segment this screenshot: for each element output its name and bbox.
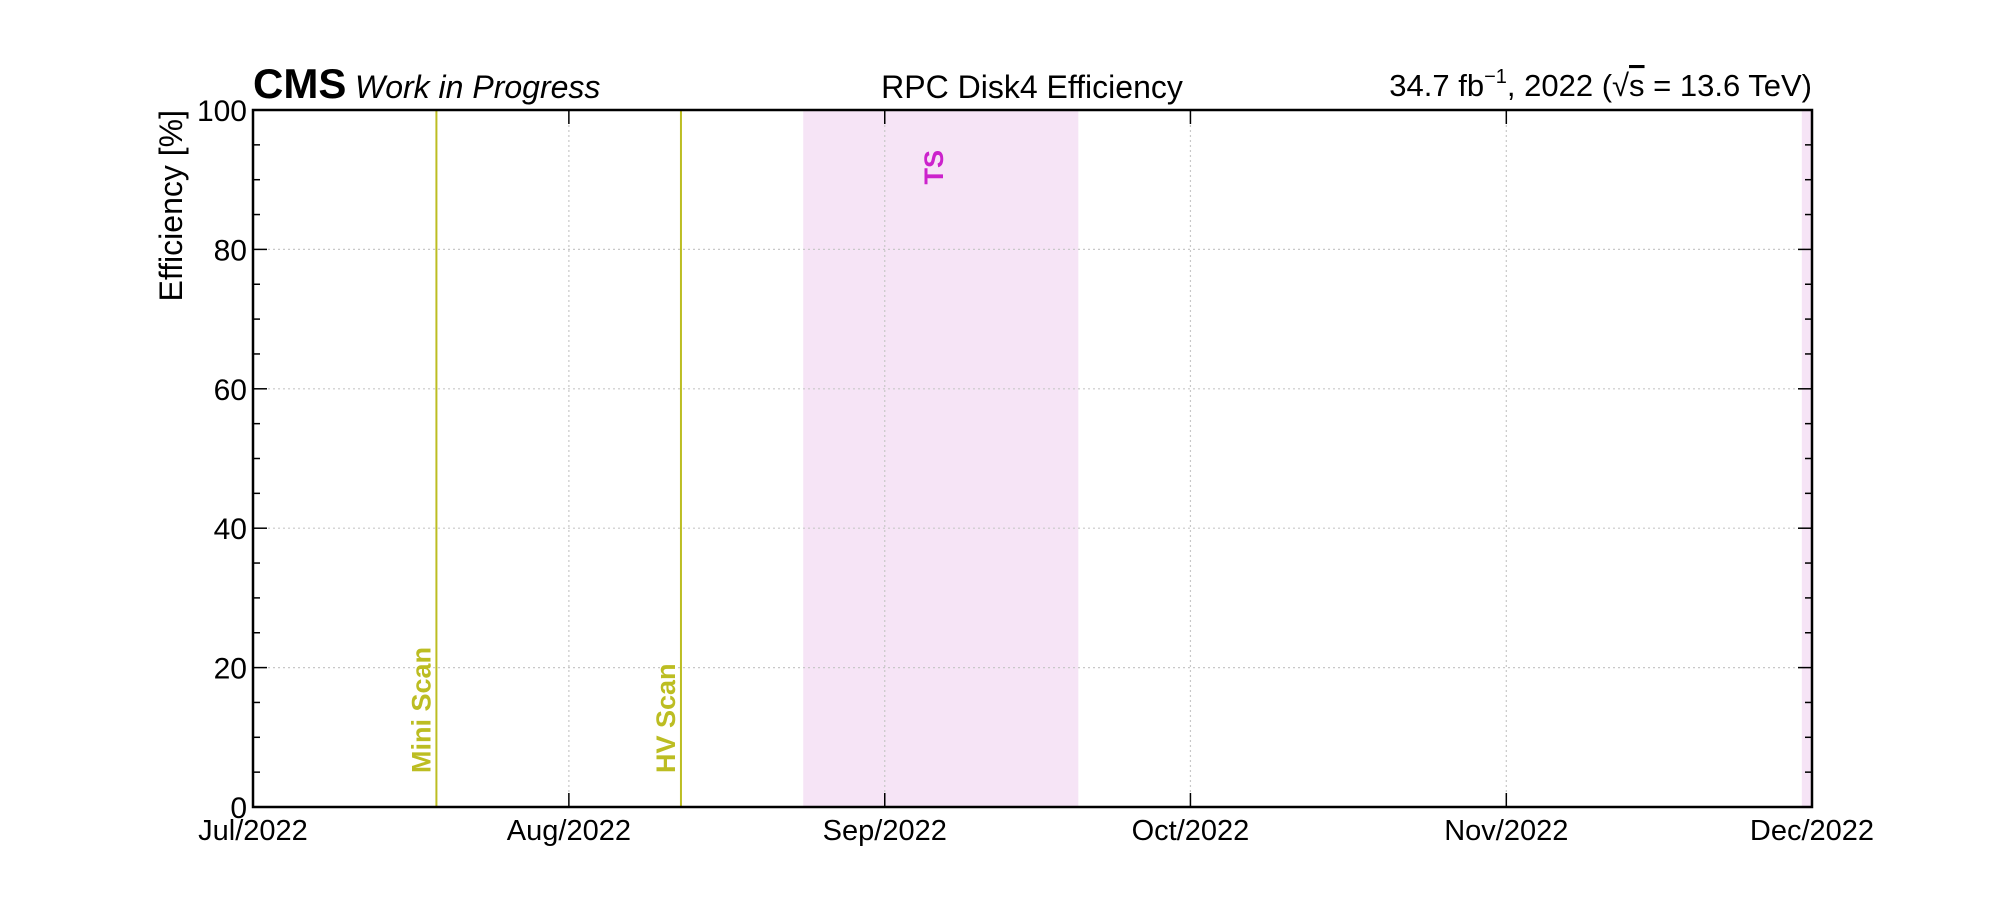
- x-tick-label: Sep/2022: [823, 815, 947, 847]
- chart-title: RPC Disk4 Efficiency: [881, 69, 1183, 105]
- shaded-regions: [803, 110, 1812, 807]
- axes: 0 20 40 60 80 100 Jul/2022 Aug/2022 Sep/2022 Oct/…: [197, 95, 1874, 847]
- shaded-region-label: TS: [919, 150, 949, 185]
- shaded-region-0: [803, 110, 1079, 807]
- annotation-line-label: HV Scan: [651, 663, 681, 773]
- y-axis-label: Efficiency [%]: [153, 110, 189, 301]
- status-label: Work in Progress: [355, 69, 600, 105]
- lumi-year: , 2022 (: [1507, 68, 1613, 103]
- lumi-value: 34.7 fb: [1389, 68, 1484, 103]
- x-tick-label: Aug/2022: [507, 815, 631, 847]
- y-tick-label: 60: [214, 374, 247, 407]
- lumi-energy: = 13.6 TeV): [1645, 68, 1812, 103]
- annotation-line-label: Mini Scan: [406, 647, 436, 773]
- x-tick-label: Dec/2022: [1750, 815, 1874, 847]
- y-tick-label: 100: [197, 95, 247, 128]
- y-tick-label: 40: [214, 513, 247, 546]
- annotation-lines: [435, 110, 682, 807]
- x-tick-label: Nov/2022: [1444, 815, 1568, 847]
- lumi-exponent: −1: [1484, 66, 1507, 88]
- y-tick-label: 80: [214, 234, 247, 267]
- grid: [253, 110, 1812, 807]
- x-tick-label: Jul/2022: [198, 815, 308, 847]
- y-tick-label: 20: [214, 653, 247, 686]
- sqrt-symbol: √: [1612, 68, 1629, 103]
- y-tick-label: 0: [230, 792, 247, 825]
- experiment-label: CMS: [253, 60, 346, 107]
- lumi-label: 34.7 fb−1, 2022 (√s = 13.6 TeV): [1389, 66, 1812, 103]
- sqrt-s: s: [1629, 68, 1645, 103]
- annotation-labels: TS Mini Scan HV Scan: [406, 150, 948, 773]
- x-tick-label: Oct/2022: [1132, 815, 1250, 847]
